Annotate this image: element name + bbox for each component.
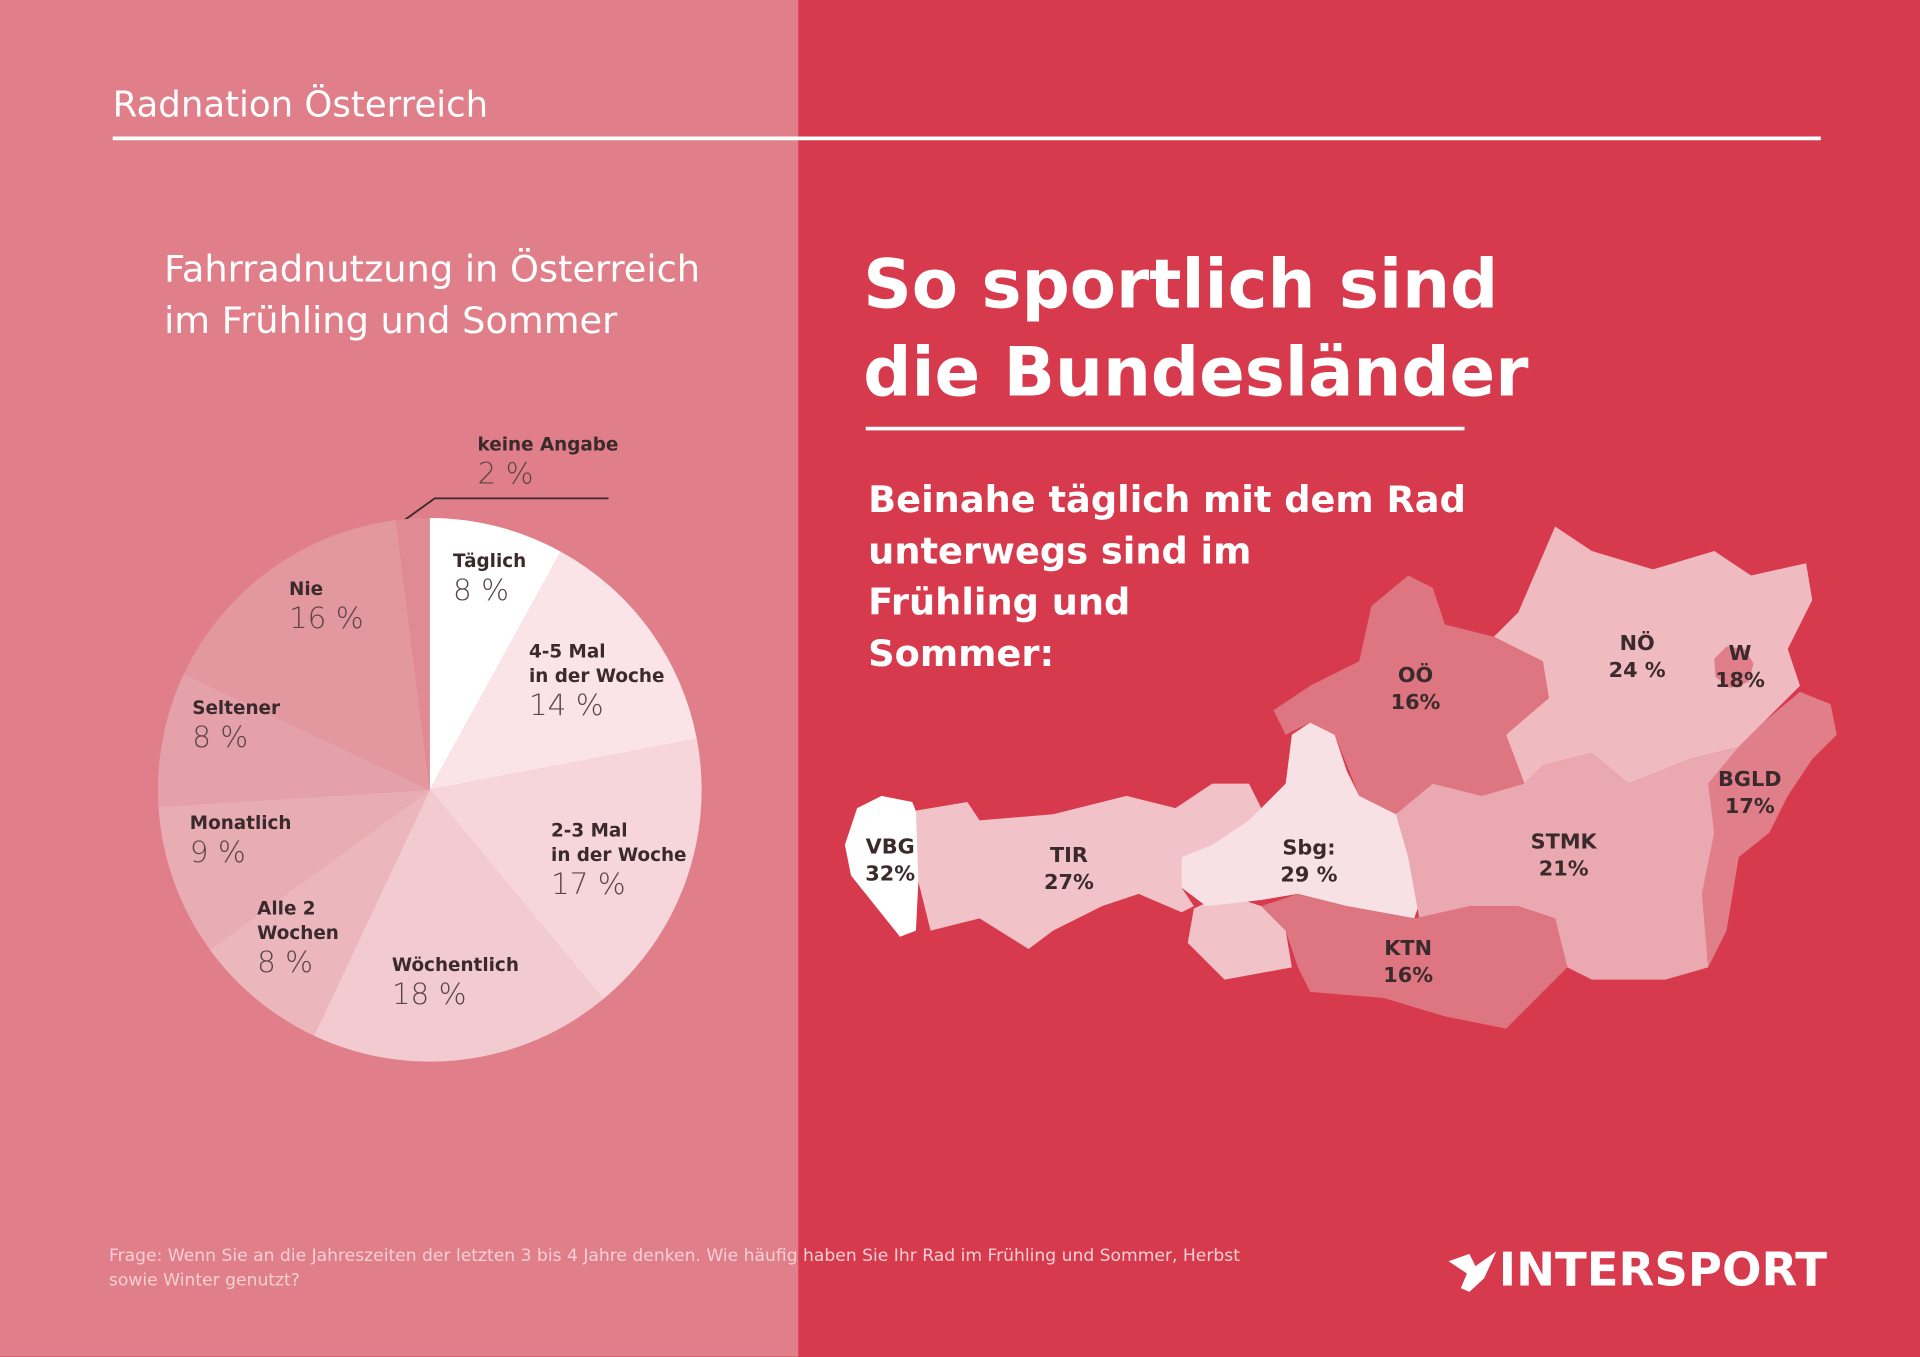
region <box>1493 526 1813 784</box>
region <box>1261 893 1568 1029</box>
logo-icon <box>1448 1251 1497 1292</box>
slice-label: keine Angabe <box>477 433 619 456</box>
region-value: 18% <box>1715 668 1765 694</box>
callout-line <box>403 497 609 522</box>
region-value: 17% <box>1724 794 1775 820</box>
map <box>844 526 1837 1029</box>
pie-slice <box>429 551 697 790</box>
region <box>1395 746 1739 980</box>
region-name: Sbg: <box>1282 836 1336 861</box>
region <box>844 795 925 937</box>
slice-label: 4-5 Mal in der Woche <box>528 640 665 687</box>
region-name: VBG <box>865 835 915 860</box>
pie-slice <box>183 520 430 790</box>
pie-slice <box>314 789 604 1062</box>
slice-label: Monatlich <box>189 811 292 834</box>
logo: INTERSPORT <box>1498 1242 1828 1297</box>
slice-label: 2-3 Mal in der Woche <box>551 819 687 866</box>
region <box>1181 722 1427 919</box>
region <box>915 783 1292 980</box>
region-value: 27% <box>1044 870 1094 896</box>
slice-label: Täglich <box>453 549 527 572</box>
slice-value: 18 % <box>391 977 467 1012</box>
slice-label: Seltener <box>192 696 281 719</box>
region-name: W <box>1728 641 1752 667</box>
region <box>1714 646 1754 689</box>
slice-value: 14 % <box>528 688 604 723</box>
region-value: 29 % <box>1280 863 1338 888</box>
pie-slice <box>395 517 430 790</box>
slice-value: 8 % <box>453 573 510 608</box>
region-name: OÖ <box>1397 663 1434 689</box>
slice-value: 16 % <box>288 601 364 636</box>
slice-value: 9 % <box>189 835 246 870</box>
header-title: Radnation Österreich <box>112 83 489 125</box>
map-title: So sportlich sind die Bundesländer <box>863 244 1529 412</box>
slice-label: Nie <box>288 577 324 601</box>
chart-title: Fahrradnutzung in Österreich im Frühling… <box>164 248 701 343</box>
slice-value: 8 % <box>257 945 314 980</box>
pie-slice <box>157 674 430 807</box>
region-name: TIR <box>1049 843 1088 869</box>
region-value: 16% <box>1390 690 1441 716</box>
region-value: 21% <box>1538 857 1589 882</box>
region-value: 24 % <box>1608 658 1666 684</box>
region <box>1702 691 1837 968</box>
pie <box>157 517 702 1062</box>
slice-value: 17 % <box>551 866 626 902</box>
region <box>1273 575 1549 815</box>
footer-question: Frage: Wenn Sie an die Jahreszeiten der … <box>108 1246 1240 1291</box>
pie-slice <box>429 738 702 1000</box>
pie-slice <box>158 789 430 950</box>
region-value: 16% <box>1383 963 1434 989</box>
pie-slice <box>429 517 561 790</box>
region-name: STMK <box>1530 830 1597 855</box>
map-subtitle: Beinahe täglich mit dem Rad unterwegs si… <box>868 478 1466 676</box>
slice-label: Alle 2 Wochen <box>257 897 339 945</box>
region-name: KTN <box>1384 936 1433 962</box>
pie-slice <box>209 789 430 1036</box>
slice-label: Wöchentlich <box>391 953 519 976</box>
region-value: 32% <box>865 862 916 887</box>
region-name: BGLD <box>1718 767 1782 793</box>
slice-value: 8 % <box>192 720 249 755</box>
slice-value: 2 % <box>477 456 534 492</box>
region-name: NÖ <box>1619 631 1655 657</box>
